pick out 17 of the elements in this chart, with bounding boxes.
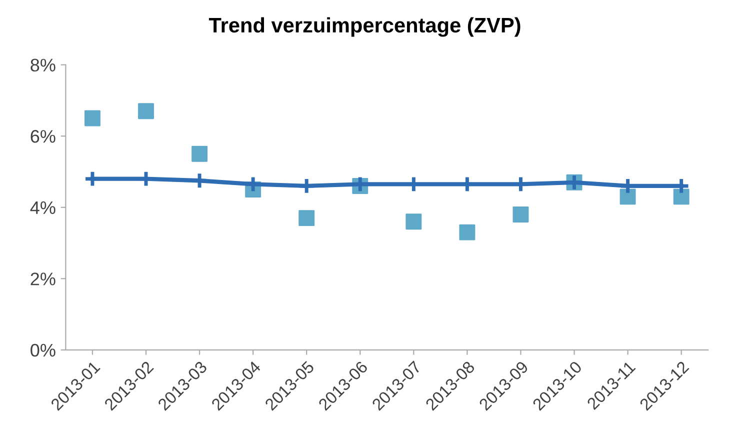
point [512,206,529,222]
point [192,146,208,162]
point [298,210,315,226]
y-tick-label: 0% [30,344,56,357]
y-tick-label: 4% [30,201,56,214]
chart-title: Trend verzuimpercentage (ZVP) [208,17,520,37]
point [620,188,636,205]
point [673,188,690,205]
y-tick-label: 2% [30,272,56,286]
y-tick-label: 8% [30,58,56,72]
point [84,170,102,188]
point [84,110,100,126]
point [406,214,422,230]
point [138,103,154,120]
point [459,224,476,240]
y-tick-label: 6% [30,130,56,143]
point [298,177,316,195]
